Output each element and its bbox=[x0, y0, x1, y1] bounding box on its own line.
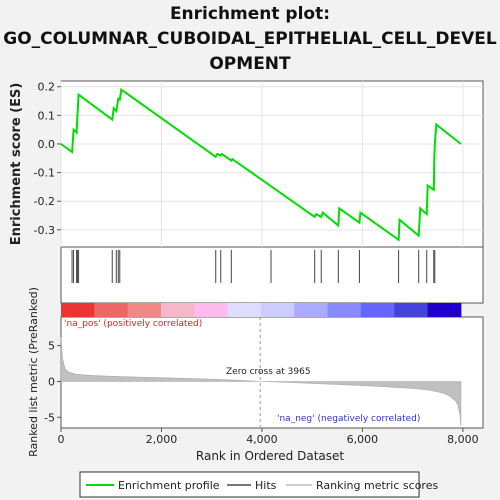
gradient-segment bbox=[327, 303, 362, 317]
gradient-segment bbox=[160, 303, 195, 317]
gradient-segment bbox=[61, 303, 95, 317]
enrichment-profile-line bbox=[60, 87, 462, 242]
metric-layer bbox=[60, 317, 462, 428]
x-axis-label: Rank in Ordered Dataset bbox=[196, 449, 344, 463]
x-tick-label: 8,000 bbox=[447, 433, 479, 446]
x-tick-label: 0 bbox=[58, 433, 65, 446]
metric-tick-label: -5 bbox=[44, 411, 55, 424]
es-panel-frame bbox=[60, 80, 484, 248]
x-tick-label: 2,000 bbox=[146, 433, 178, 446]
es-line-layer bbox=[60, 87, 462, 242]
es-tick-label: 0.1 bbox=[38, 109, 56, 122]
gradient-segment bbox=[94, 303, 129, 317]
es-grid bbox=[60, 81, 483, 247]
es-tick-label: -0.3 bbox=[34, 224, 55, 237]
hits-panel-frame bbox=[60, 246, 484, 304]
gradient-segment bbox=[427, 303, 462, 317]
es-y-axis-label: Enrichment score (ES) bbox=[9, 83, 24, 246]
es-y-axis: 0.2 0.1 0.0 -0.1 -0.2 -0.3 bbox=[34, 81, 61, 237]
legend-metric-label: Ranking metric scores bbox=[316, 479, 438, 492]
es-tick-label: 0.2 bbox=[38, 81, 56, 94]
legend-enrichment-label: Enrichment profile bbox=[118, 479, 220, 492]
gradient-segment bbox=[294, 303, 329, 317]
es-tick-label: 0.0 bbox=[38, 138, 56, 151]
metric-tick-label: 5 bbox=[48, 340, 55, 353]
es-tick-label: -0.1 bbox=[34, 167, 55, 180]
es-tick-label: -0.2 bbox=[34, 195, 55, 208]
metric-y-axis: 5 0 -5 bbox=[44, 340, 61, 424]
neg-corr-label: 'na_neg' (negatively correlated) bbox=[277, 414, 420, 424]
rank-gradient-bar bbox=[61, 303, 462, 317]
gradient-segment bbox=[194, 303, 229, 317]
pos-corr-label: 'na_pos' (positively correlated) bbox=[64, 319, 202, 329]
gradient-segment bbox=[260, 303, 295, 317]
zero-cross-label: Zero cross at 3965 bbox=[226, 367, 311, 377]
ranking-metric-area bbox=[60, 337, 462, 426]
chart-title-line-2: GO_COLUMNAR_CUBOIDAL_EPITHELIAL_CELL_DEV… bbox=[3, 29, 497, 49]
gradient-segment bbox=[394, 303, 429, 317]
x-tick-label: 6,000 bbox=[347, 433, 379, 446]
gradient-segment bbox=[227, 303, 262, 317]
metric-tick-label: 0 bbox=[48, 375, 55, 388]
legend-hits-label: Hits bbox=[255, 479, 277, 492]
chart-title-line-3: OPMENT bbox=[209, 54, 291, 74]
metric-y-axis-label: Ranked list metric (PreRanked) bbox=[27, 287, 40, 457]
x-axis: 0 2,000 4,000 6,000 8,000 bbox=[58, 428, 479, 446]
gradient-segment bbox=[360, 303, 395, 317]
hits-layer bbox=[71, 250, 436, 283]
gradient-segment bbox=[127, 303, 162, 317]
chart-title-line-1: Enrichment plot: bbox=[169, 4, 331, 24]
x-tick-label: 4,000 bbox=[246, 433, 278, 446]
